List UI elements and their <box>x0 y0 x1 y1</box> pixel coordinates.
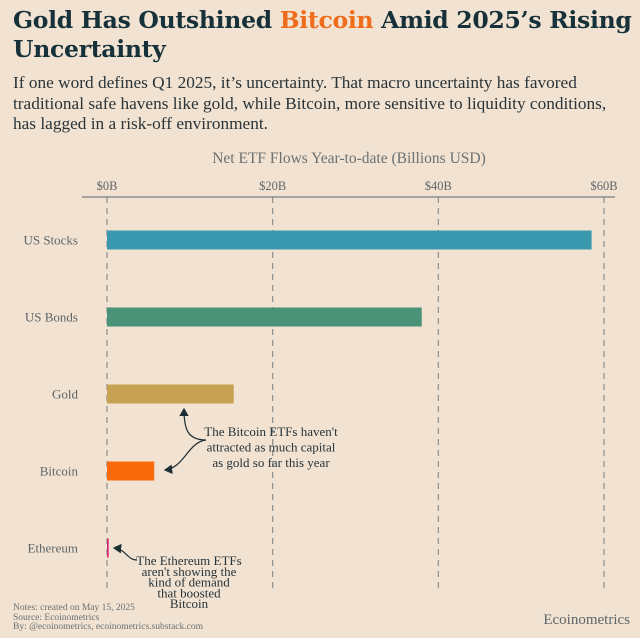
title-part-1: Gold Has Outshined <box>13 6 280 34</box>
annotation-line: Bitcoin <box>170 596 209 611</box>
bars <box>107 230 592 558</box>
annotation-line: attracted as much capital <box>207 440 336 455</box>
category-label: Gold <box>52 387 79 402</box>
x-axis-title: Net ETF Flows Year-to-date (Billions USD… <box>212 150 486 167</box>
category-label: Ethereum <box>27 541 78 556</box>
title-highlight: Bitcoin <box>279 6 374 34</box>
annotation-line: that boosted <box>157 585 221 600</box>
annotation-line: The Ethereum ETFs <box>136 553 241 568</box>
category-labels: US Stocks US Bonds Gold Bitcoin Ethereum <box>23 233 78 556</box>
title-part-2: Amid 2025’s Rising Uncertainty <box>13 6 632 63</box>
annotation-bitcoin: The Bitcoin ETFs haven't attracted as muc… <box>204 424 338 470</box>
bar-bitcoin <box>107 461 155 481</box>
chart-title: Gold Has Outshined Bitcoin Amid 2025’s R… <box>13 6 633 64</box>
category-label: Bitcoin <box>40 464 79 479</box>
category-label: US Bonds <box>25 310 78 325</box>
annotation-arrow-gold <box>179 407 207 441</box>
source-text: Source: Ecoinometrics <box>13 612 100 623</box>
category-label: US Stocks <box>23 233 78 248</box>
chart-subtitle: If one word defines Q1 2025, it’s uncert… <box>13 73 607 133</box>
annotation-line: The Bitcoin ETFs haven't <box>204 424 338 439</box>
x-axis-ticks: $0B $20B $40B $60B <box>97 179 618 193</box>
byline-text: By: @ecoinometrics, ecoinometrics.substa… <box>13 622 203 632</box>
annotation-line: aren't showing the <box>142 564 237 579</box>
annotation-line: kind of demand <box>148 575 230 590</box>
bar-gold <box>107 384 234 404</box>
annotation-ethereum: The Ethereum ETFs aren't showing the kind … <box>136 553 241 611</box>
brand-label: Ecoinometrics <box>543 612 630 628</box>
footer-notes: Notes: created on May 15, 2025 Source: E… <box>13 603 203 633</box>
x-tick-label: $40B <box>425 179 452 193</box>
annotations: The Bitcoin ETFs haven't attracted as muc… <box>112 407 338 611</box>
annotation-arrow-bitcoin <box>163 439 207 475</box>
x-tick-label: $60B <box>590 179 617 193</box>
bar-us-stocks <box>107 230 592 250</box>
x-tick-label: $20B <box>259 179 286 193</box>
annotation-line: as gold so far this year <box>212 455 330 470</box>
bar-us-bonds <box>107 307 422 327</box>
annotation-arrow-ethereum <box>112 543 138 561</box>
bar-ethereum <box>107 538 109 558</box>
notes-text: Notes: created on May 15, 2025 <box>13 603 135 613</box>
x-tick-label: $0B <box>97 179 118 193</box>
